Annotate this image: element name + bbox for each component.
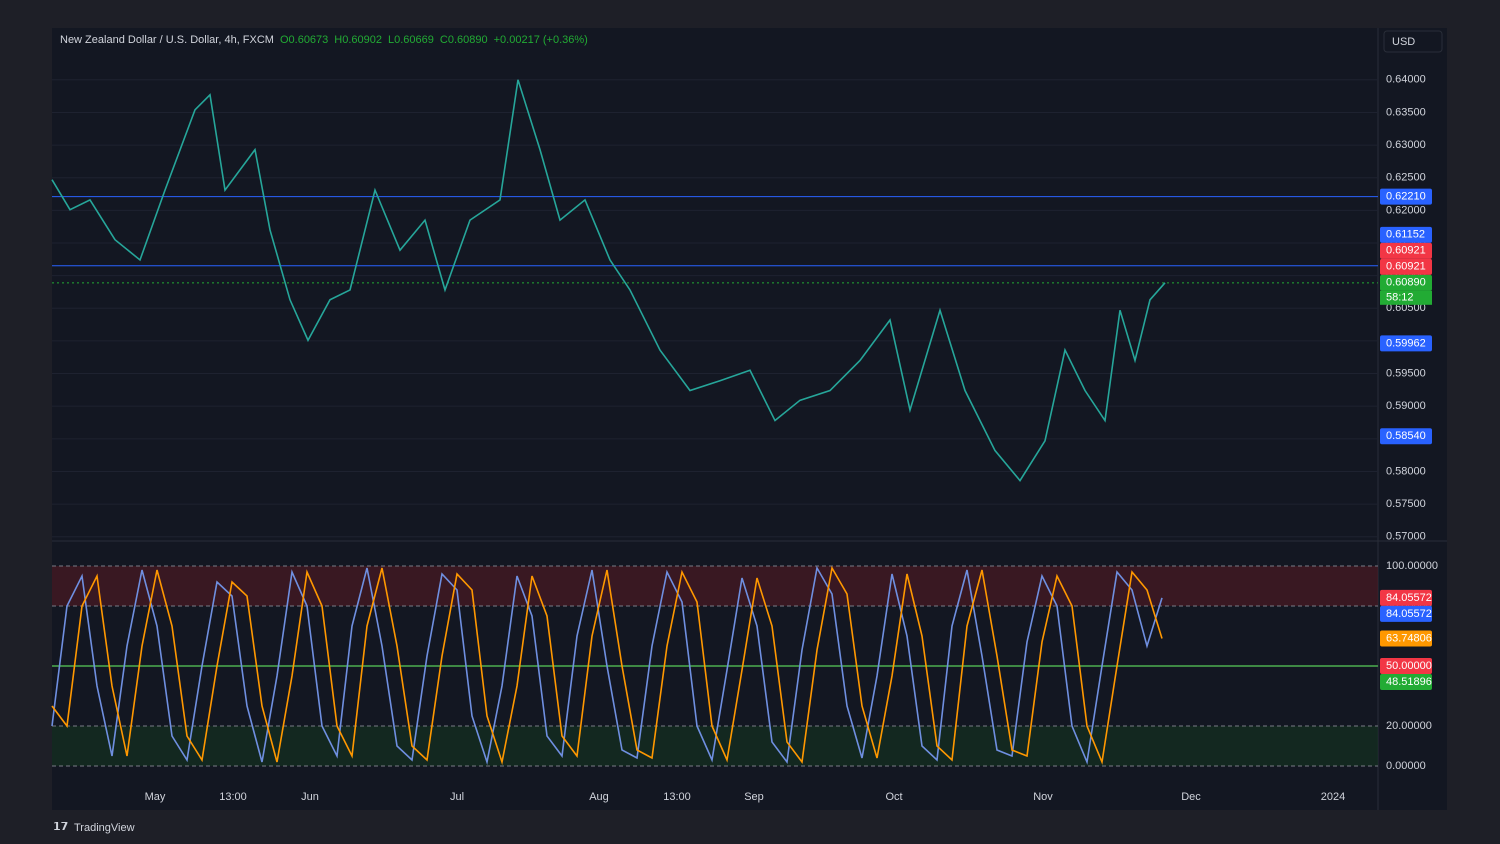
price-tag bbox=[1380, 428, 1432, 445]
y-tick-label: 0.64000 bbox=[1386, 74, 1426, 86]
y-tick-label: 0.62000 bbox=[1386, 204, 1426, 216]
x-tick-label: May bbox=[145, 791, 166, 803]
price-tag bbox=[1380, 258, 1432, 275]
logo: TradingView bbox=[74, 822, 135, 834]
x-tick-label: Dec bbox=[1181, 791, 1201, 803]
zone bbox=[52, 566, 1378, 606]
price-tag-label: 0.60890 bbox=[1386, 277, 1426, 289]
series-line bbox=[51, 565, 1163, 766]
price-tag-label: 48.51896 bbox=[1386, 676, 1432, 688]
price-tag-label: 63.74806 bbox=[1386, 632, 1432, 644]
currency-label[interactable]: USD bbox=[1392, 36, 1415, 48]
price-tag-label: 0.61152 bbox=[1386, 229, 1425, 241]
price-tag bbox=[1380, 274, 1432, 291]
countdown: 58:12 bbox=[1386, 292, 1414, 304]
symbol: New Zealand Dollar / U.S. Dollar, 4h, FX… bbox=[60, 34, 274, 46]
x-tick-label: Jul bbox=[450, 791, 464, 803]
price-tag bbox=[1380, 242, 1432, 259]
x-tick-label: Jun bbox=[301, 791, 319, 803]
x-tick-label: 13:00 bbox=[663, 791, 691, 803]
price-tag-label: 0.62210 bbox=[1386, 191, 1426, 203]
y-tick-label: 0.62500 bbox=[1386, 172, 1426, 184]
price-tag-label: 0.60921 bbox=[1386, 261, 1426, 273]
x-tick-label: 2024 bbox=[1321, 791, 1345, 803]
price-tag-label: 50.00000 bbox=[1386, 660, 1432, 672]
countdown-tag bbox=[1380, 290, 1432, 305]
price-tag-label: 0.58540 bbox=[1386, 430, 1426, 442]
currency-button[interactable] bbox=[1383, 30, 1443, 53]
y-tick-label: 0.57000 bbox=[1386, 531, 1426, 543]
x-tick-label: Sep bbox=[744, 791, 764, 803]
price-tag bbox=[1380, 226, 1432, 243]
ohlc: O0.60673 bbox=[280, 34, 328, 46]
y-tick-label: 0.59000 bbox=[1386, 400, 1426, 412]
y-tick-label: 0.63000 bbox=[1386, 139, 1426, 151]
price-tag-label: 84.05572 bbox=[1386, 608, 1432, 620]
price-tag bbox=[1380, 335, 1432, 352]
logo-mark: 𝟭𝟳 bbox=[53, 821, 68, 833]
price-tag bbox=[1380, 188, 1432, 205]
y-tick-label: 20.00000 bbox=[1386, 720, 1432, 732]
y-tick-label: 0.57500 bbox=[1386, 498, 1426, 510]
series-line bbox=[51, 565, 1163, 766]
ohlc: C0.60890 bbox=[440, 34, 488, 46]
price-tag bbox=[1380, 589, 1432, 606]
header: New Zealand Dollar / U.S. Dollar, 4h, FX… bbox=[60, 34, 588, 46]
y-tick-label: 100.00000 bbox=[1386, 560, 1438, 572]
price-tag bbox=[1380, 658, 1432, 674]
ohlc: H0.60902 bbox=[334, 34, 382, 46]
x-tick-label: Oct bbox=[885, 791, 902, 803]
y-tick-label: 0.60500 bbox=[1386, 302, 1426, 314]
x-tick-label: 13:00 bbox=[219, 791, 247, 803]
y-tick-label: 0.58000 bbox=[1386, 465, 1426, 477]
price-tag bbox=[1380, 674, 1432, 690]
y-tick-label: 0.00000 bbox=[1386, 760, 1426, 772]
x-tick-label: Aug bbox=[589, 791, 609, 803]
y-tick-label: 0.59500 bbox=[1386, 367, 1426, 379]
price-tag bbox=[1380, 605, 1432, 622]
y-tick-label: 0.63500 bbox=[1386, 106, 1426, 118]
chart-area bbox=[52, 28, 1447, 810]
series-line bbox=[51, 79, 1166, 482]
price-tag-label: 0.59962 bbox=[1386, 337, 1426, 349]
price-tag-label: 0.60921 bbox=[1386, 245, 1426, 257]
plots: 0.570000.575000.580000.585000.590000.595… bbox=[51, 74, 1438, 803]
x-tick-label: Nov bbox=[1033, 791, 1053, 803]
price-tag-label: 84.05572 bbox=[1386, 592, 1432, 604]
price-tag bbox=[1380, 630, 1432, 647]
change: +0.00217 (+0.36%) bbox=[494, 34, 588, 46]
ohlc: L0.60669 bbox=[388, 34, 434, 46]
